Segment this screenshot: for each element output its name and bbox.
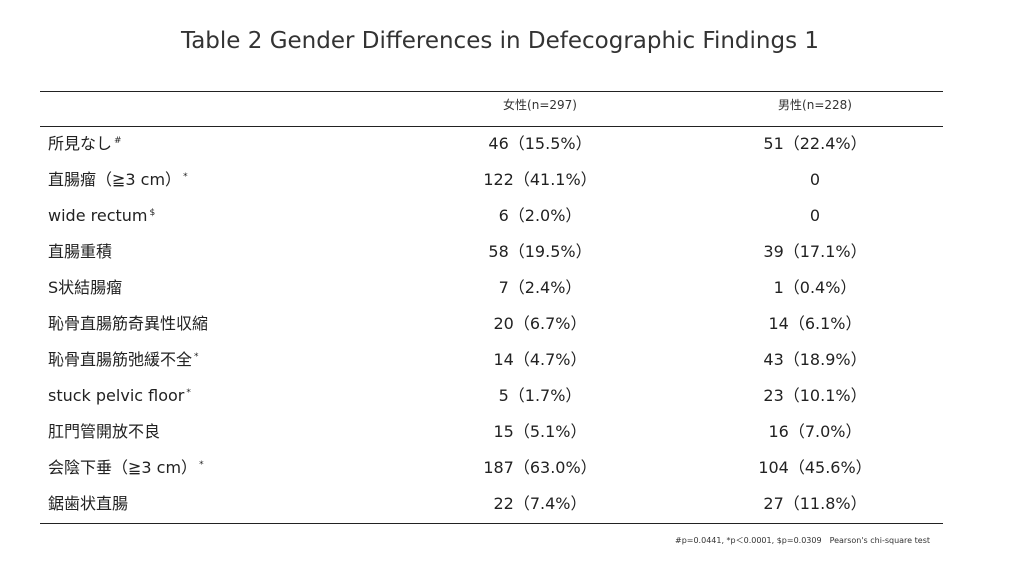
male-value: 0: [809, 206, 821, 225]
table-row: wide rectum $ 6（2.0%） 0: [40, 198, 943, 234]
table-title: Table 2 Gender Differences in Defecograp…: [180, 28, 820, 54]
male-value: 1（0.4%）: [773, 278, 857, 297]
table-body: 所見なし # 46（15.5%） 51（22.4%） 直腸瘤（≧3 cm） * 12…: [40, 126, 943, 522]
table-row: stuck pelvic floor * 5（1.7%） 23（10.1%）: [40, 378, 943, 414]
female-value: 5（1.7%）: [498, 386, 582, 405]
significance-mark: *: [194, 352, 199, 362]
significance-mark: *: [199, 460, 204, 470]
row-label: 恥骨直腸筋弛緩不全: [48, 350, 193, 369]
significance-mark: $: [149, 208, 156, 218]
row-label-cell: 鋸歯状直腸: [48, 486, 130, 522]
male-value: 104（45.6%）: [758, 458, 872, 477]
row-label: S状結腸瘤: [48, 278, 123, 297]
row-label: 直腸瘤（≧3 cm）: [48, 170, 182, 189]
row-label-cell: 所見なし #: [48, 126, 122, 162]
table-row: 肛門管開放不良 15（5.1%） 16（7.0%）: [40, 414, 943, 450]
column-header-male: 男性(n=228): [778, 98, 852, 112]
female-value: 187（63.0%）: [483, 458, 597, 477]
table-row: 直腸重積 58（19.5%） 39（17.1%）: [40, 234, 943, 270]
male-value: 39（17.1%）: [763, 242, 867, 261]
significance-mark: *: [183, 172, 188, 182]
female-value: 15（5.1%）: [493, 422, 587, 441]
male-value: 43（18.9%）: [763, 350, 867, 369]
female-value: 6（2.0%）: [498, 206, 582, 225]
male-value: 23（10.1%）: [763, 386, 867, 405]
table-bottom-rule: [40, 523, 943, 524]
row-label-cell: 会陰下垂（≧3 cm） *: [48, 450, 204, 486]
column-header-female: 女性(n=297): [503, 98, 577, 112]
table-row: 恥骨直腸筋弛緩不全 * 14（4.7%） 43（18.9%）: [40, 342, 943, 378]
male-value: 14（6.1%）: [768, 314, 862, 333]
significance-mark: #: [114, 136, 122, 146]
significance-mark: *: [186, 388, 191, 398]
row-label: 鋸歯状直腸: [48, 494, 129, 513]
row-label-cell: stuck pelvic floor *: [48, 378, 191, 414]
male-value: 0: [809, 170, 821, 189]
row-label-cell: wide rectum $: [48, 198, 155, 234]
male-value: 16（7.0%）: [768, 422, 862, 441]
row-label-cell: 直腸重積: [48, 234, 114, 270]
statistics-footnote: #p=0.0441, *p＜0.0001, $p=0.0309 Pearson'…: [674, 536, 930, 545]
male-value: 27（11.8%）: [763, 494, 867, 513]
row-label-cell: 恥骨直腸筋弛緩不全 *: [48, 342, 199, 378]
row-label: 直腸重積: [48, 242, 113, 261]
row-label: 会陰下垂（≧3 cm）: [48, 458, 198, 477]
male-value: 51（22.4%）: [763, 134, 867, 153]
female-value: 20（6.7%）: [493, 314, 587, 333]
row-label: stuck pelvic floor: [48, 386, 185, 405]
row-label-cell: 直腸瘤（≧3 cm） *: [48, 162, 188, 198]
female-value: 14（4.7%）: [493, 350, 587, 369]
table-top-rule: [40, 91, 943, 92]
female-value: 7（2.4%）: [498, 278, 582, 297]
row-label-cell: 肛門管開放不良: [48, 414, 162, 450]
row-label: wide rectum: [48, 206, 148, 225]
female-value: 58（19.5%）: [488, 242, 592, 261]
table-row: 所見なし # 46（15.5%） 51（22.4%）: [40, 126, 943, 162]
row-label: 恥骨直腸筋奇異性収縮: [48, 314, 209, 333]
female-value: 22（7.4%）: [493, 494, 587, 513]
row-label: 肛門管開放不良: [48, 422, 161, 441]
table-row: 会陰下垂（≧3 cm） * 187（63.0%） 104（45.6%）: [40, 450, 943, 486]
row-label: 所見なし: [48, 134, 113, 153]
row-label-cell: S状結腸瘤: [48, 270, 124, 306]
header-rule: [40, 126, 943, 127]
table-row: 鋸歯状直腸 22（7.4%） 27（11.8%）: [40, 486, 943, 522]
female-value: 122（41.1%）: [483, 170, 597, 189]
female-value: 46（15.5%）: [488, 134, 592, 153]
table-row: 恥骨直腸筋奇異性収縮 20（6.7%） 14（6.1%）: [40, 306, 943, 342]
table-row: 直腸瘤（≧3 cm） * 122（41.1%） 0: [40, 162, 943, 198]
row-label-cell: 恥骨直腸筋奇異性収縮: [48, 306, 210, 342]
table-row: S状結腸瘤 7（2.4%） 1（0.4%）: [40, 270, 943, 306]
